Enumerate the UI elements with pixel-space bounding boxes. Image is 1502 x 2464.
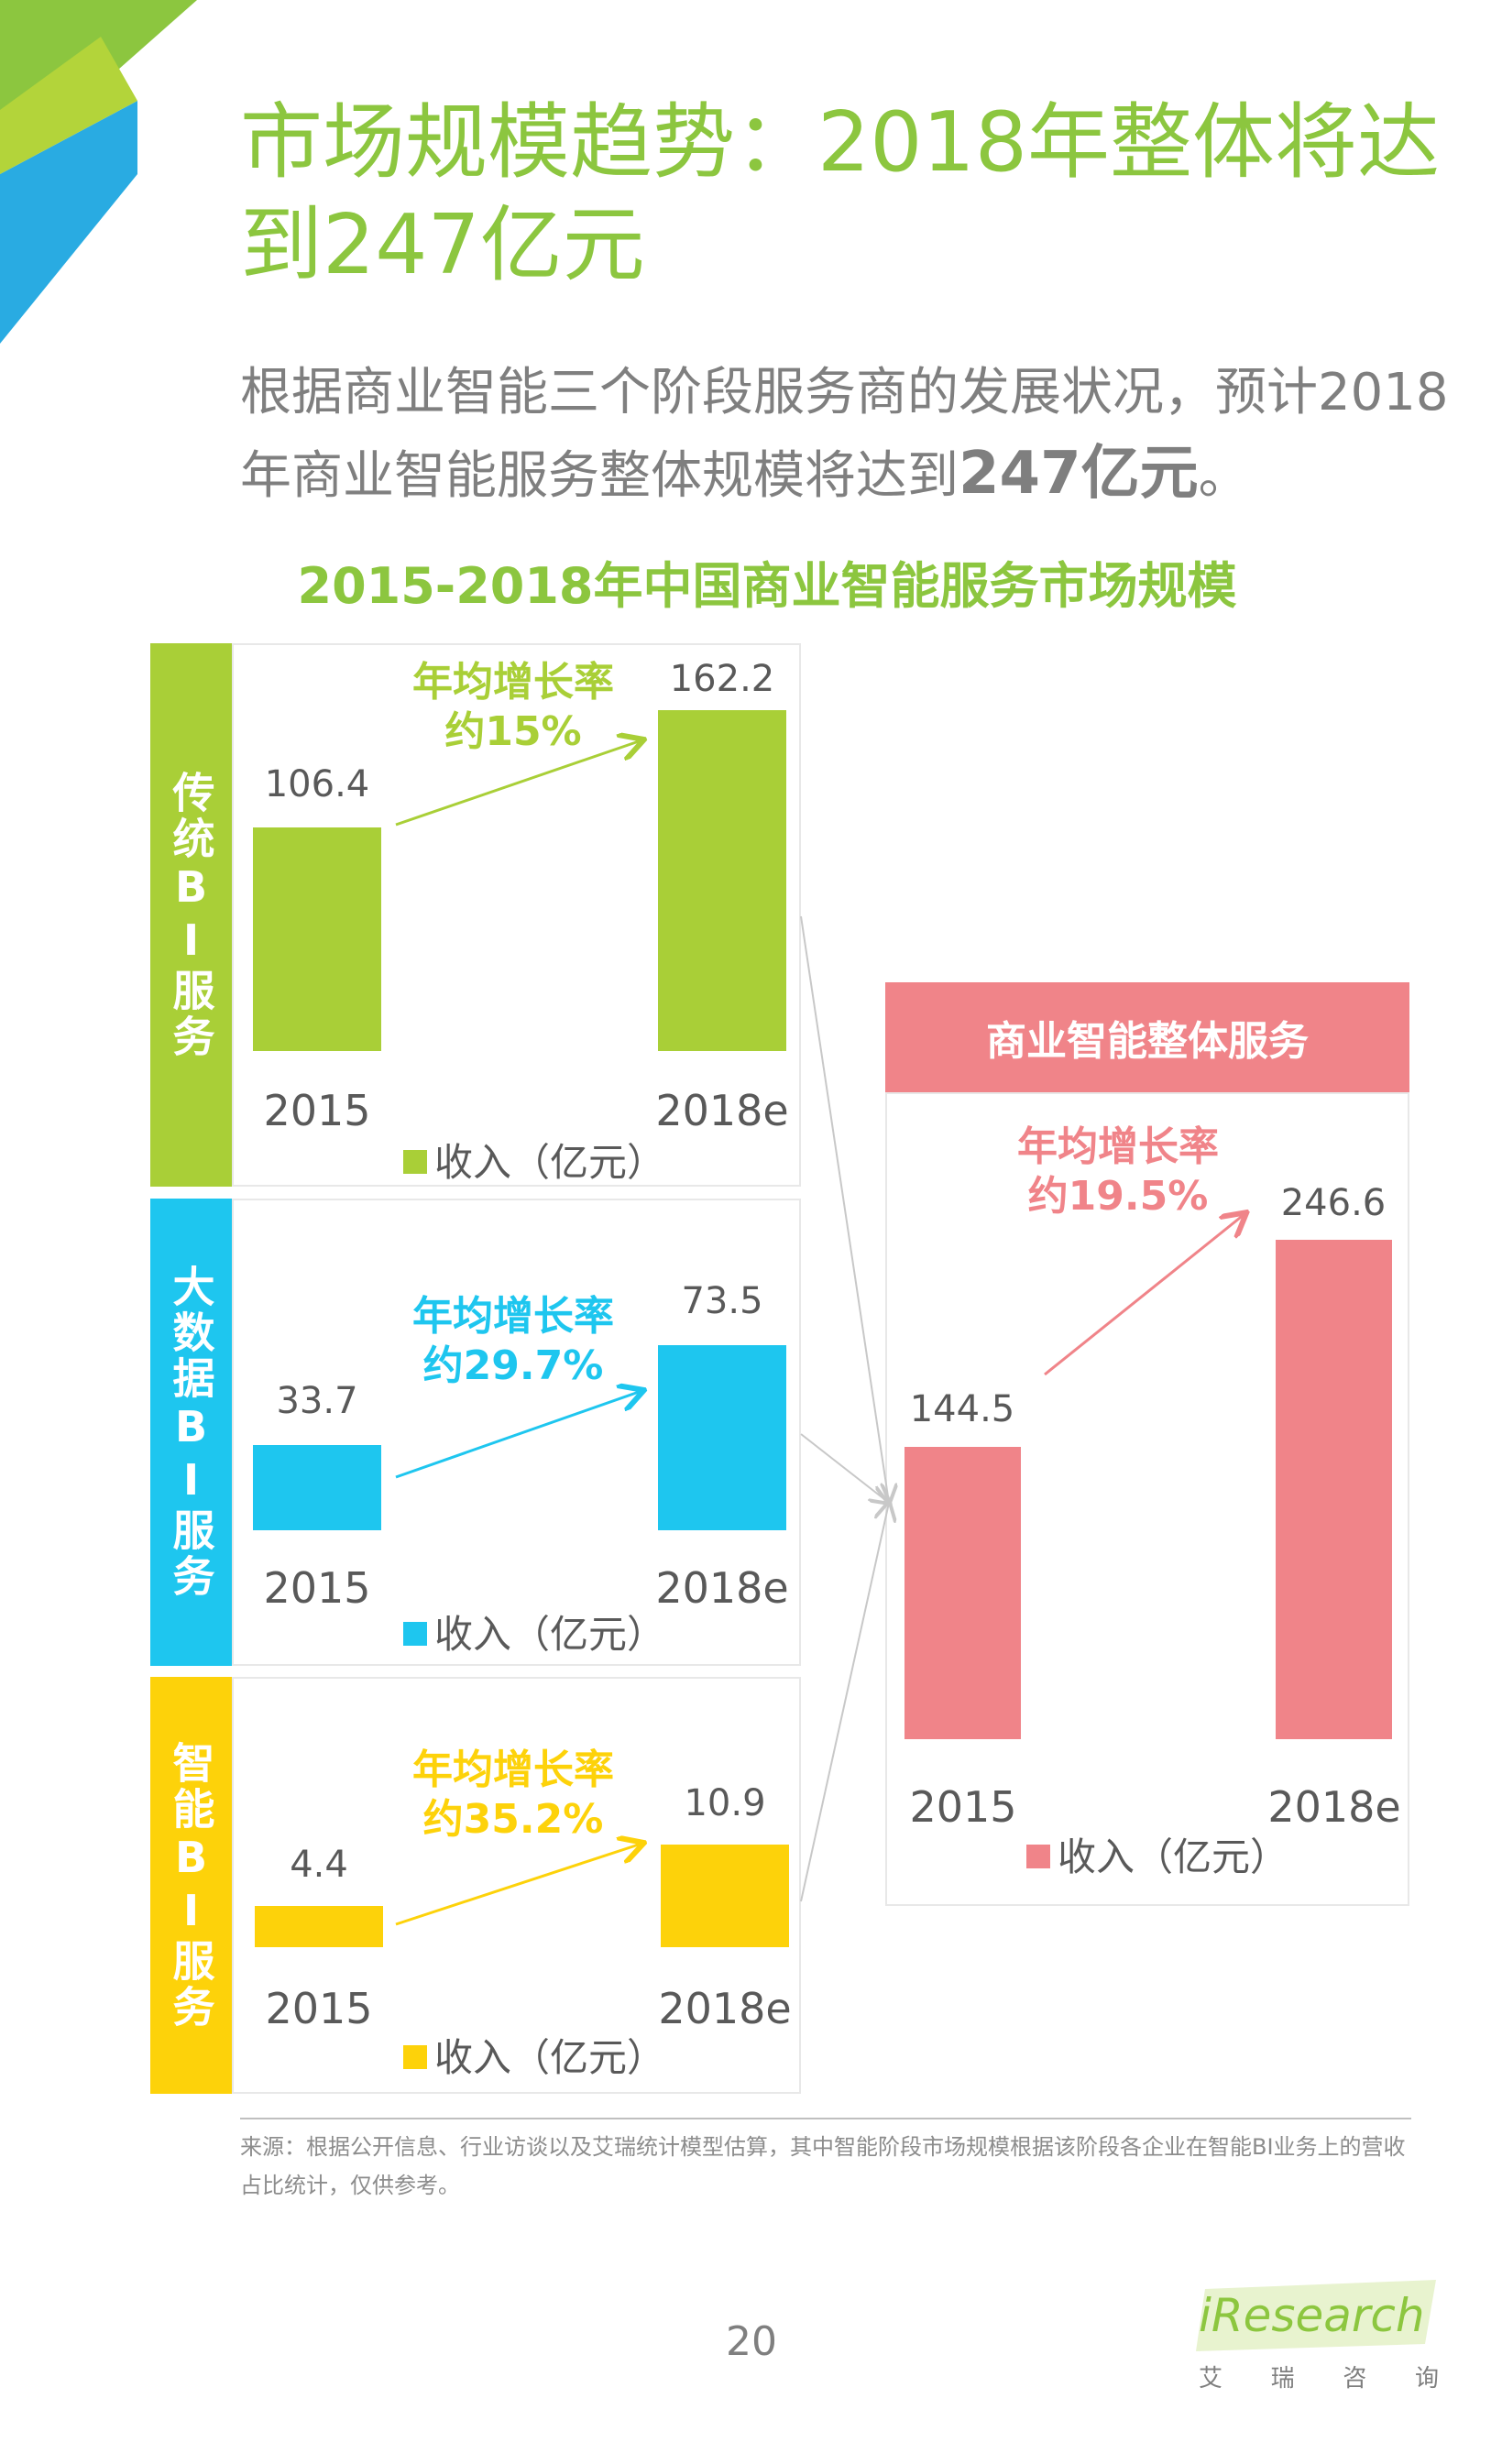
connector-intelligent xyxy=(800,1503,889,1902)
bar-traditional-2018e xyxy=(658,710,786,1051)
panel-label-total: 商业智能整体服务 xyxy=(885,982,1409,1092)
legend: 收入（亿元） xyxy=(403,1604,665,1659)
connector-traditional xyxy=(800,915,889,1503)
legend-label: 收入（亿元） xyxy=(434,1612,666,1657)
logo-cn-char: 询 xyxy=(1414,2365,1439,2393)
growth-label: 年均增长率 xyxy=(412,659,614,706)
value-label: 162.2 xyxy=(669,658,775,700)
legend-swatch xyxy=(1026,1845,1050,1868)
legend: 收入（亿元） xyxy=(403,2027,665,2083)
bar-total-2018e xyxy=(1276,1240,1392,1739)
source-note: 来源：根据公开信息、行业访谈以及艾瑞统计模型估算，其中智能阶段市场规模根据该阶段… xyxy=(240,2134,1406,2198)
logo-swoosh xyxy=(1196,2280,1436,2351)
growth-label: 年均增长率 xyxy=(412,1747,614,1793)
year-label: 2015 xyxy=(263,1563,371,1613)
year-label: 2018e xyxy=(655,1563,789,1613)
chart-title: 2015-2018年中国商业智能服务市场规模 xyxy=(297,557,1237,615)
logo-iresearch: iResearch xyxy=(1199,2289,1425,2342)
panel-label-traditional: 传统BI服务 xyxy=(150,643,232,1187)
value-label: 144.5 xyxy=(909,1388,1015,1430)
growth-rate: 约15% xyxy=(444,708,582,755)
year-label: 2015 xyxy=(263,1086,371,1135)
growth-label: 年均增长率 xyxy=(1017,1123,1219,1170)
year-label: 2018e xyxy=(1267,1782,1401,1832)
growth-intelligent: 年均增长率 约35.2% xyxy=(385,1746,641,1845)
panel-label-intelligent: 智能BI服务 xyxy=(150,1677,232,2094)
value-label: 246.6 xyxy=(1280,1182,1387,1224)
corner-decoration xyxy=(0,0,197,344)
value-label: 33.7 xyxy=(276,1380,358,1422)
growth-bigdata: 年均增长率 约29.7% xyxy=(385,1292,641,1391)
value-label: 10.9 xyxy=(684,1782,766,1824)
legend-swatch xyxy=(403,1622,427,1646)
logo-cn: 艾 瑞 咨 询 xyxy=(1199,2360,1439,2393)
growth-rate: 约35.2% xyxy=(422,1796,604,1843)
legend-swatch xyxy=(403,1150,427,1174)
value-label: 4.4 xyxy=(290,1844,348,1886)
value-label: 73.5 xyxy=(681,1280,763,1322)
legend-label: 收入（亿元） xyxy=(434,1140,666,1185)
bar-intelligent-2018e xyxy=(661,1845,789,1947)
page-subtitle: 根据商业智能三个阶段服务商的发展状况，预计2018年商业智能服务整体规模将达到2… xyxy=(240,353,1459,517)
bar-bigdata-2015 xyxy=(253,1445,381,1530)
subtitle-text: 根据商业智能三个阶段服务商的发展状况，预计2018年商业智能服务整体规模将达到 xyxy=(240,363,1449,506)
logo-cn-char: 瑞 xyxy=(1270,2365,1295,2393)
page-title: 市场规模趋势：2018年整体将达到247亿元 xyxy=(240,94,1441,293)
legend-label: 收入（亿元） xyxy=(434,2035,666,2080)
bar-intelligent-2015 xyxy=(255,1905,383,1947)
legend-swatch xyxy=(403,2045,427,2069)
year-label: 2015 xyxy=(909,1782,1017,1832)
page-number: 20 xyxy=(726,2318,777,2365)
bar-total-2015 xyxy=(904,1446,1021,1739)
growth-rate: 约19.5% xyxy=(1027,1173,1209,1220)
legend: 收入（亿元） xyxy=(403,1132,665,1188)
logo-cn-char: 咨 xyxy=(1343,2365,1367,2393)
growth-rate: 约29.7% xyxy=(422,1342,604,1389)
bar-bigdata-2018e xyxy=(658,1345,786,1530)
growth-traditional: 年均增长率 约15% xyxy=(385,658,641,757)
subtitle-highlight: 247亿元 xyxy=(959,440,1199,508)
subtitle-end: 。 xyxy=(1198,446,1250,506)
growth-total: 年均增长率 约19.5% xyxy=(990,1122,1246,1221)
bar-traditional-2015 xyxy=(253,827,381,1051)
growth-label: 年均增长率 xyxy=(412,1293,614,1340)
year-label: 2018e xyxy=(655,1086,789,1135)
connector-bigdata xyxy=(800,1433,889,1503)
value-label: 106.4 xyxy=(264,763,370,805)
year-label: 2015 xyxy=(265,1984,373,2033)
legend-label: 收入（亿元） xyxy=(1058,1834,1289,1879)
year-label: 2018e xyxy=(658,1984,792,2033)
panel-label-bigdata: 大数据BI服务 xyxy=(150,1199,232,1666)
legend: 收入（亿元） xyxy=(1026,1826,1288,1882)
logo-cn-char: 艾 xyxy=(1199,2365,1223,2393)
